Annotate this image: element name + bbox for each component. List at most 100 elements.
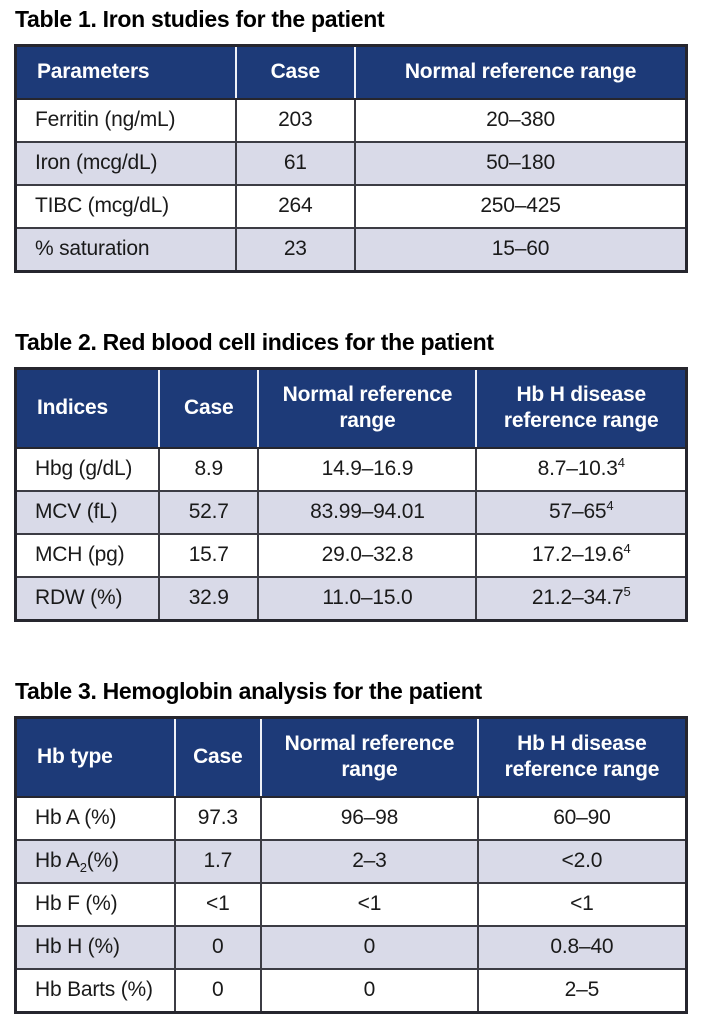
value-cell: 11.0–15.0 <box>257 575 477 621</box>
reference-superscript: 5 <box>623 584 631 600</box>
column-header: Indices <box>15 368 160 449</box>
column-header: Case <box>158 368 259 449</box>
row-label-cell: TIBC (mcg/dL) <box>15 183 236 228</box>
cell-text: 17.2–19.6 <box>531 543 624 567</box>
column-header: Hb H disease reference range <box>475 368 687 449</box>
cell-text: (%) <box>86 849 119 873</box>
table-title: Table 2. Red blood cell indices for the … <box>15 328 494 355</box>
value-cell: 32.9 <box>158 575 259 621</box>
column-header: Case <box>234 45 356 100</box>
value-cell: 264 <box>234 183 356 228</box>
value-cell: 52.7 <box>158 489 259 534</box>
cell-text: 21.2–34.7 <box>531 586 624 610</box>
column-header: Case <box>173 717 262 798</box>
row-label-cell: Hb H (%) <box>15 924 175 969</box>
table-row: % saturation 23 15–60 <box>15 226 687 272</box>
value-cell: 15.7 <box>158 532 259 577</box>
table-row: RDW (%) 32.9 11.0–15.0 21.2–34.75 <box>15 575 687 621</box>
value-cell: 61 <box>234 140 356 185</box>
header-row: Hb type Case Normal reference range Hb H di… <box>15 717 687 798</box>
value-cell: <1 <box>476 881 687 926</box>
table-header: Parameters Case Normal reference range <box>15 45 687 100</box>
table-body: Hbg (g/dL) 8.9 14.9–16.9 8.7–10.34 MCV (fL) 5… <box>15 447 687 621</box>
value-cell: 60–90 <box>476 796 687 840</box>
reference-superscript: 4 <box>606 498 614 514</box>
header-row: Indices Case Normal reference range Hb H di… <box>15 368 687 449</box>
row-label-cell: Iron (mcg/dL) <box>15 140 236 185</box>
value-cell: 0.8–40 <box>476 924 687 969</box>
iron-studies-table: Parameters Case Normal reference range Fer… <box>14 44 688 273</box>
table-row: Iron (mcg/dL) 61 50–180 <box>15 140 687 185</box>
table-row: MCV (fL) 52.7 83.99–94.01 57–654 <box>15 489 687 534</box>
value-cell: <1 <box>260 881 478 926</box>
row-label-cell: Hbg (g/dL) <box>15 447 160 491</box>
value-cell: 17.2–19.64 <box>475 532 687 577</box>
table-row: TIBC (mcg/dL) 264 250–425 <box>15 183 687 228</box>
value-cell: 2–5 <box>476 967 687 1013</box>
column-header: Hb H disease reference range <box>476 717 687 798</box>
table-row: Hb H (%) 0 0 0.8–40 <box>15 924 687 969</box>
value-cell: 203 <box>234 98 356 142</box>
value-cell: 96–98 <box>260 796 478 840</box>
table-header: Hb type Case Normal reference range Hb H di… <box>15 717 687 798</box>
value-cell: 23 <box>234 226 356 272</box>
cell-text: Hb A <box>35 849 80 873</box>
value-cell: <2.0 <box>476 838 687 883</box>
value-cell: 1.7 <box>173 838 262 883</box>
value-cell: 0 <box>173 924 262 969</box>
table-row: Hb A2(%) 1.7 2–3 <2.0 <box>15 838 687 883</box>
value-cell: 83.99–94.01 <box>257 489 477 534</box>
column-header: Normal reference range <box>354 45 687 100</box>
table-section-iron-studies: Table 1. Iron studies for the patient Pa… <box>14 6 688 273</box>
table-body: Hb A (%) 97.3 96–98 60–90 Hb A2(%) 1.7 2–3 <2.0… <box>15 796 687 1013</box>
row-label-cell: Hb Barts (%) <box>15 967 175 1013</box>
table-row: Hb F (%) <1 <1 <1 <box>15 881 687 926</box>
table-row: Hbg (g/dL) 8.9 14.9–16.9 8.7–10.34 <box>15 447 687 491</box>
value-cell: 2–3 <box>260 838 478 883</box>
table-body: Ferritin (ng/mL) 203 20–380 Iron (mcg/dL) 61… <box>15 98 687 272</box>
row-label-cell: Hb A2(%) <box>15 838 175 883</box>
value-cell: 0 <box>173 967 262 1013</box>
value-cell: 8.7–10.34 <box>475 447 687 491</box>
header-row: Parameters Case Normal reference range <box>15 45 687 100</box>
value-cell: 97.3 <box>173 796 262 840</box>
value-cell: <1 <box>173 881 262 926</box>
column-header: Normal reference range <box>257 368 477 449</box>
cell-text: 8.7–10.3 <box>537 457 618 481</box>
value-cell: 250–425 <box>354 183 687 228</box>
row-label-cell: MCV (fL) <box>15 489 160 534</box>
cell-text: 57–65 <box>549 500 607 524</box>
row-label-cell: Ferritin (ng/mL) <box>15 98 236 142</box>
row-label-cell: RDW (%) <box>15 575 160 621</box>
row-label-cell: Hb F (%) <box>15 881 175 926</box>
value-cell: 0 <box>260 967 478 1013</box>
table-row: Hb Barts (%) 0 0 2–5 <box>15 967 687 1013</box>
hemoglobin-analysis-table: Hb type Case Normal reference range Hb H di… <box>14 716 688 1014</box>
table-header: Indices Case Normal reference range Hb H di… <box>15 368 687 449</box>
reference-superscript: 4 <box>623 541 631 557</box>
value-cell: 15–60 <box>354 226 687 272</box>
value-cell: 20–380 <box>354 98 687 142</box>
table-row: MCH (pg) 15.7 29.0–32.8 17.2–19.64 <box>15 532 687 577</box>
value-cell: 29.0–32.8 <box>257 532 477 577</box>
rbc-indices-table: Indices Case Normal reference range Hb H di… <box>14 367 688 622</box>
table-row: Hb A (%) 97.3 96–98 60–90 <box>15 796 687 840</box>
value-cell: 0 <box>260 924 478 969</box>
row-label-cell: MCH (pg) <box>15 532 160 577</box>
table-section-hemoglobin-analysis: Table 3. Hemoglobin analysis for the pat… <box>14 678 688 1014</box>
table-title: Table 3. Hemoglobin analysis for the pat… <box>15 677 482 704</box>
reference-superscript: 4 <box>617 455 625 471</box>
value-cell: 8.9 <box>158 447 259 491</box>
value-cell: 21.2–34.75 <box>475 575 687 621</box>
row-label-cell: % saturation <box>15 226 236 272</box>
table-row: Ferritin (ng/mL) 203 20–380 <box>15 98 687 142</box>
table-title: Table 1. Iron studies for the patient <box>15 6 385 32</box>
value-cell: 57–654 <box>475 489 687 534</box>
column-header: Hb type <box>15 717 175 798</box>
table-section-rbc-indices: Table 2. Red blood cell indices for the … <box>14 329 688 622</box>
row-label-cell: Hb A (%) <box>15 796 175 840</box>
subscript: 2 <box>79 860 87 876</box>
column-header: Parameters <box>15 45 236 100</box>
value-cell: 14.9–16.9 <box>257 447 477 491</box>
